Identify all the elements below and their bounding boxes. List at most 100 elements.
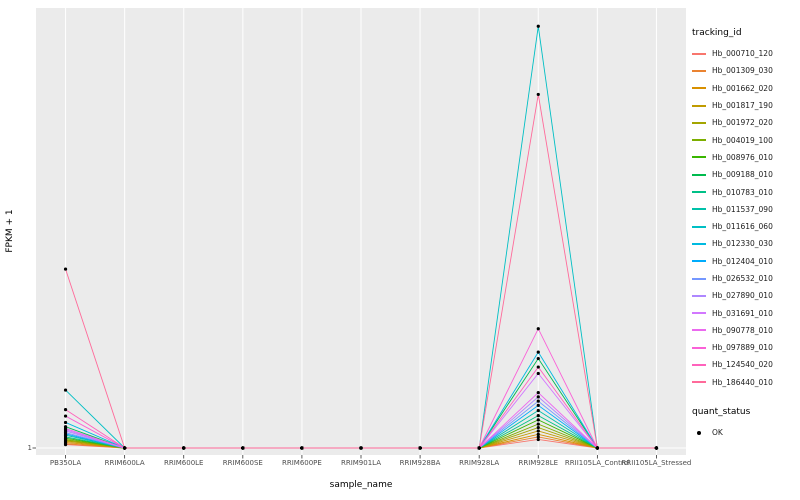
legend-entry: Hb_009188_010 bbox=[692, 166, 798, 183]
legend-entry: Hb_008976_010 bbox=[692, 149, 798, 166]
legend-entry-label: Hb_186440_010 bbox=[712, 377, 773, 387]
data-point bbox=[123, 446, 127, 450]
legend-entry: Hb_001972_020 bbox=[692, 114, 798, 131]
legend: tracking_id Hb_000710_120 Hb_001309_030 Hb… bbox=[692, 28, 798, 441]
legend-key-line-icon bbox=[692, 99, 708, 113]
legend-entry: Hb_097889_010 bbox=[692, 339, 798, 356]
data-point bbox=[63, 408, 68, 412]
legend-entry-label: Hb_097889_010 bbox=[712, 343, 773, 353]
data-point bbox=[536, 414, 540, 418]
legend-entry: Hb_001817_190 bbox=[692, 97, 798, 114]
legend-entry: Hb_010783_010 bbox=[692, 183, 798, 200]
data-point bbox=[241, 446, 245, 450]
legend-key-line-icon bbox=[692, 47, 708, 61]
legend-entry-label: Hb_011616_060 bbox=[712, 222, 773, 232]
legend-entry-label: Hb_010783_010 bbox=[712, 187, 773, 197]
data-point bbox=[536, 395, 540, 399]
legend-key-line-icon bbox=[692, 323, 708, 337]
legend-entry: Hb_026532_010 bbox=[692, 270, 798, 287]
data-point bbox=[536, 350, 540, 354]
x-tick-label: RRIM600LA bbox=[104, 459, 145, 467]
legend-entry-label: Hb_124540_020 bbox=[712, 360, 773, 370]
legend-entry-label: Hb_001817_190 bbox=[712, 101, 773, 111]
data-point bbox=[536, 429, 540, 433]
legend-key-line-icon bbox=[692, 81, 708, 95]
legend-entry-label: Hb_031691_010 bbox=[712, 308, 773, 318]
data-point bbox=[536, 365, 540, 369]
legend-entry-label: Hb_090778_010 bbox=[712, 325, 773, 335]
data-point bbox=[63, 426, 68, 431]
data-point bbox=[536, 327, 540, 331]
legend-entry-label: Hb_027890_010 bbox=[712, 291, 773, 301]
legend-key-line-icon bbox=[692, 341, 708, 355]
data-point bbox=[63, 420, 68, 425]
legend-key-line-icon bbox=[692, 116, 708, 130]
data-point bbox=[536, 437, 540, 442]
legend-entry-label: Hb_001972_020 bbox=[712, 118, 773, 128]
legend-entry-label: Hb_012330_030 bbox=[712, 239, 773, 249]
legend-key-line-icon bbox=[692, 272, 708, 286]
legend-title-quant-status: quant_status bbox=[692, 406, 751, 417]
legend-entry: Hb_000710_120 bbox=[692, 45, 798, 62]
legend-title-tracking-id: tracking_id bbox=[692, 28, 742, 38]
legend-entry: Hb_004019_100 bbox=[692, 131, 798, 148]
x-tick-label: RRIM600SE bbox=[222, 459, 263, 467]
x-tick-label: RRIM600PE bbox=[281, 459, 322, 467]
legend-entry: Hb_012330_030 bbox=[692, 235, 798, 252]
x-tick-label: RRIM928BA bbox=[399, 459, 441, 467]
legend-entry: Hb_011616_060 bbox=[692, 218, 798, 235]
legend-key-line-icon bbox=[692, 237, 708, 251]
data-point bbox=[63, 267, 68, 271]
data-point bbox=[536, 371, 540, 376]
legend-entry: Hb_124540_020 bbox=[692, 356, 798, 373]
data-point bbox=[63, 414, 68, 418]
legend-entry: Hb_001309_030 bbox=[692, 62, 798, 79]
data-point bbox=[63, 388, 68, 392]
y-tick-label: 1 bbox=[27, 444, 32, 452]
legend-entry-label: Hb_026532_010 bbox=[712, 274, 773, 283]
y-axis-title: FPKM + 1 bbox=[5, 209, 15, 253]
data-point bbox=[536, 418, 540, 422]
legend-entry: Hb_011537_090 bbox=[692, 201, 798, 218]
data-point bbox=[536, 425, 540, 430]
data-point bbox=[536, 408, 540, 413]
data-point bbox=[536, 24, 540, 28]
data-point bbox=[182, 446, 186, 450]
data-point bbox=[418, 446, 422, 450]
x-tick-label: RRIM901LA bbox=[340, 459, 382, 467]
legend-entry: Hb_027890_010 bbox=[692, 287, 798, 304]
legend-entry-label: Hb_012404_010 bbox=[712, 256, 773, 266]
data-point bbox=[536, 92, 540, 97]
data-point bbox=[595, 446, 599, 450]
legend-entry-ok: OK bbox=[692, 424, 798, 441]
legend-key-line-icon bbox=[692, 202, 708, 216]
data-point bbox=[477, 446, 481, 450]
legend-entry-label: Hb_009188_010 bbox=[712, 170, 773, 180]
legend-entry: Hb_012404_010 bbox=[692, 253, 798, 270]
legend-key-line-icon bbox=[692, 150, 708, 164]
ok-point-icon bbox=[692, 426, 708, 440]
data-point bbox=[654, 446, 659, 450]
legend-key-line-icon bbox=[692, 289, 708, 303]
legend-entry-label: Hb_000710_120 bbox=[712, 49, 773, 59]
legend-key-line-icon bbox=[692, 185, 708, 199]
legend-entry: Hb_031691_010 bbox=[692, 304, 798, 321]
legend-entry: Hb_186440_010 bbox=[692, 374, 798, 391]
legend-key-line-icon bbox=[692, 133, 708, 147]
x-tick-label: PB350LA bbox=[49, 459, 82, 467]
legend-key-line-icon bbox=[692, 168, 708, 182]
legend-key-line-icon bbox=[692, 254, 708, 268]
x-tick-label: RRIM600LE bbox=[163, 459, 204, 467]
data-point bbox=[536, 399, 540, 403]
legend-entry: Hb_090778_010 bbox=[692, 322, 798, 339]
data-point bbox=[359, 446, 363, 450]
legend-entry-label: Hb_001662_020 bbox=[712, 83, 773, 93]
x-tick-label: RRIM928LE bbox=[518, 459, 559, 467]
legend-key-line-icon bbox=[692, 306, 708, 320]
legend-entry-label: OK bbox=[712, 428, 723, 438]
legend-entry-label: Hb_011537_090 bbox=[712, 204, 773, 214]
legend-tracking-entries: Hb_000710_120 Hb_001309_030 Hb_001662_020 H… bbox=[692, 45, 798, 391]
data-point bbox=[536, 391, 540, 395]
